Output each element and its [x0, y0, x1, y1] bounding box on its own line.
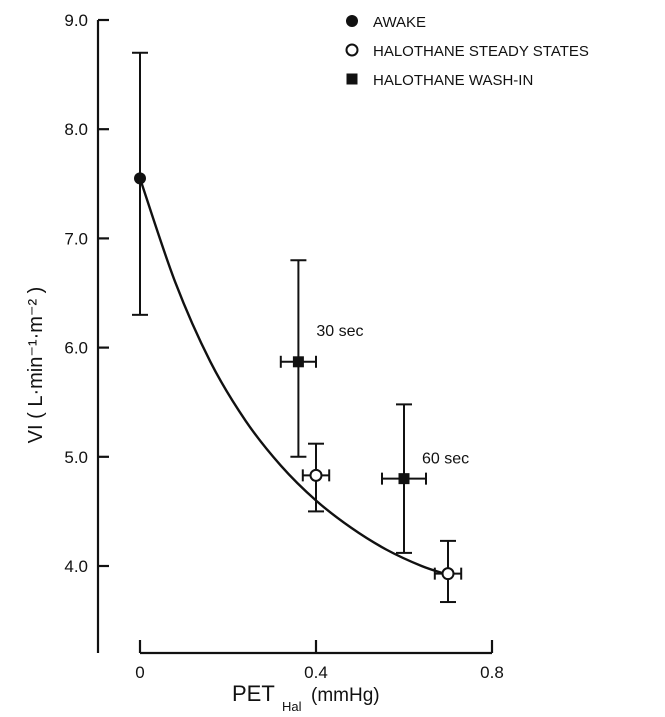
y-axis-label: VI ( L·min⁻¹·m⁻² )	[25, 287, 47, 444]
x-tick-label: 0.8	[480, 663, 504, 682]
x-tick-label: 0	[135, 663, 144, 682]
data-point	[309, 468, 323, 482]
legend: AWAKE HALOTHANE STEADY STATES HALOTHANE WA…	[345, 14, 589, 89]
legend-marker	[346, 73, 358, 85]
data-point	[292, 356, 304, 368]
legend-label: HALOTHANE WASH-IN	[373, 72, 533, 89]
fit-curve	[138, 177, 449, 576]
x-tick-label: 0.4	[304, 663, 328, 682]
data-point-label: 60 sec	[422, 451, 469, 468]
legend-label: AWAKE	[373, 14, 426, 31]
legend-label: HALOTHANE STEADY STATES	[373, 43, 589, 60]
x-axis-label-unit: (mmHg)	[311, 685, 380, 706]
y-tick-label: 4.0	[64, 557, 88, 576]
data-marks: 30 sec 60 sec	[132, 51, 469, 604]
axes	[96, 20, 492, 655]
fit-curve-path	[138, 177, 449, 576]
x-axis-label-subscript: Hal	[282, 699, 302, 714]
x-axis-label: PET Hal (mmHg)	[232, 681, 380, 714]
y-tick-label: 9.0	[64, 11, 88, 30]
legend-marker	[346, 15, 358, 27]
data-point	[398, 473, 410, 485]
y-tick-label: 5.0	[64, 448, 88, 467]
data-point	[134, 172, 146, 185]
y-tick-label: 7.0	[64, 229, 88, 248]
ticks: 4.0 5.0 6.0 7.0 8.0 9.0 0 0.4 0.8	[64, 11, 503, 682]
x-axis-label-main: PET	[232, 681, 275, 706]
data-point	[441, 567, 455, 581]
data-point-label: 30 sec	[316, 323, 363, 340]
y-tick-label: 6.0	[64, 339, 88, 358]
y-tick-label: 8.0	[64, 120, 88, 139]
legend-marker	[345, 43, 359, 57]
